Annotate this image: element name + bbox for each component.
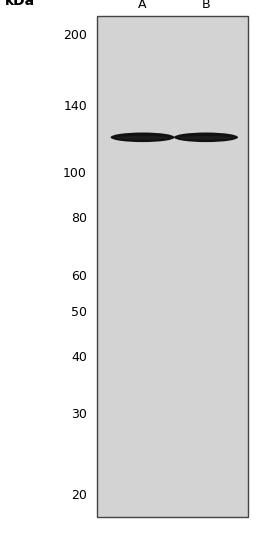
Text: 30: 30: [71, 408, 87, 421]
Text: 100: 100: [63, 167, 87, 180]
Text: 60: 60: [71, 270, 87, 282]
FancyBboxPatch shape: [97, 16, 248, 517]
Text: 200: 200: [63, 29, 87, 42]
Text: 40: 40: [71, 351, 87, 364]
Text: 20: 20: [71, 489, 87, 503]
Text: 80: 80: [71, 212, 87, 225]
Ellipse shape: [179, 136, 233, 140]
Ellipse shape: [174, 133, 238, 142]
Text: kDa: kDa: [5, 0, 35, 8]
Ellipse shape: [111, 133, 175, 142]
Text: B: B: [202, 0, 210, 11]
Text: 140: 140: [63, 100, 87, 113]
Text: A: A: [138, 0, 147, 11]
Ellipse shape: [115, 136, 170, 140]
Text: 50: 50: [71, 306, 87, 319]
